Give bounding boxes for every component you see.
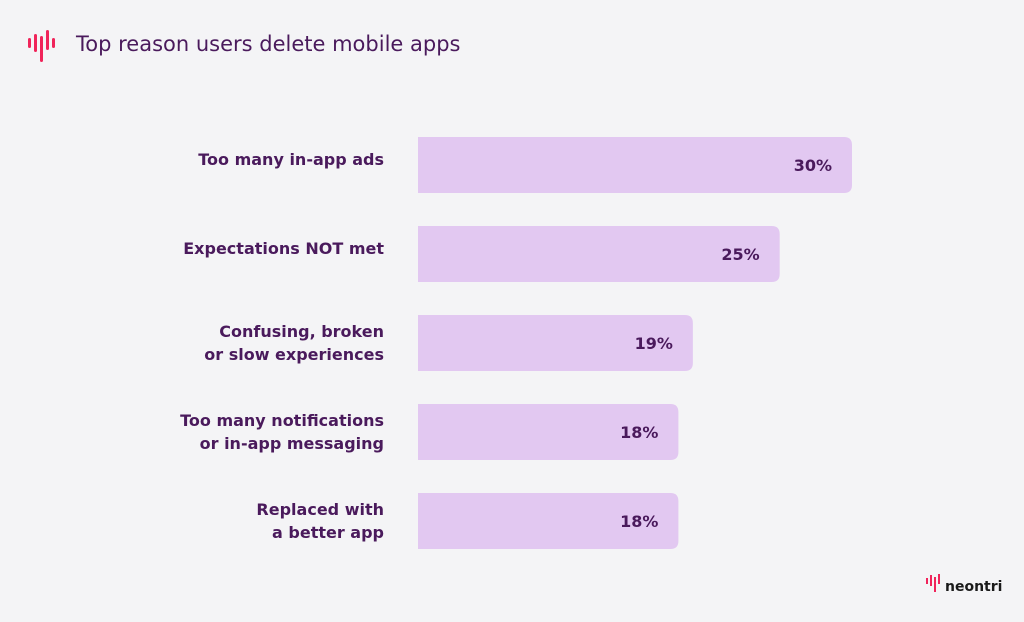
- category-label: Too many notifications: [180, 411, 384, 430]
- value-label: 19%: [635, 334, 673, 353]
- category-label: Too many in-app ads: [198, 150, 384, 169]
- value-label: 25%: [721, 245, 759, 264]
- category-label: Confusing, broken: [219, 322, 384, 341]
- category-label: Replaced with: [256, 500, 384, 519]
- brand-name: neontri: [945, 579, 1003, 595]
- category-label: or slow experiences: [204, 345, 384, 364]
- sound-wave-icon: [28, 30, 55, 62]
- bar: [418, 315, 693, 371]
- value-label: 18%: [620, 423, 658, 442]
- bar: [418, 137, 852, 193]
- category-label: Expectations NOT met: [183, 239, 384, 258]
- brand-wave-icon: [926, 574, 940, 592]
- brand-logo: neontri: [926, 574, 1002, 594]
- value-label: 30%: [794, 156, 832, 175]
- bar: [418, 493, 679, 549]
- value-label: 18%: [620, 512, 658, 531]
- chart-title: Top reason users delete mobile apps: [76, 32, 461, 56]
- category-label: a better app: [272, 523, 384, 542]
- bar: [418, 226, 780, 282]
- category-label: or in-app messaging: [200, 434, 384, 453]
- bar: [418, 404, 679, 460]
